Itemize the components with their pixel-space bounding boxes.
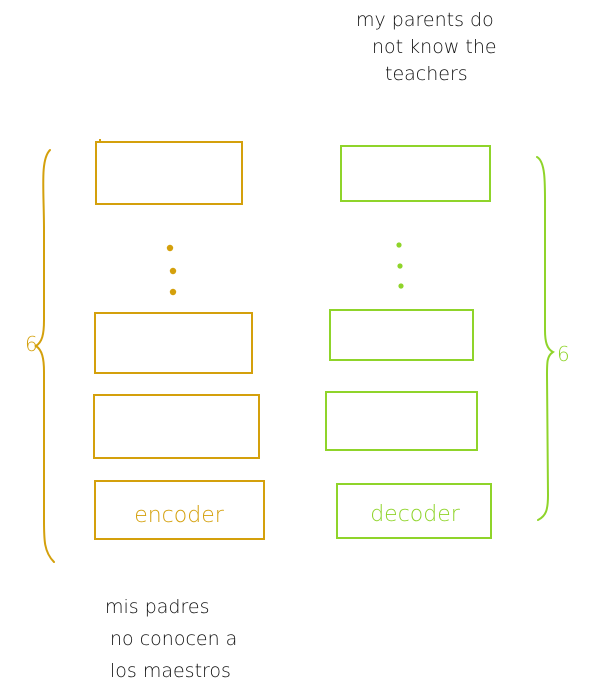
- source-sentence: mis padres no conocen a los maestros: [105, 596, 237, 682]
- decoder-layer-top: [340, 145, 491, 202]
- source-line-3: los maestros: [110, 660, 231, 682]
- target-line-3: teachers: [385, 63, 468, 85]
- decoder-layer-3: [329, 309, 474, 361]
- decoder-label: decoder: [370, 502, 461, 527]
- decoder-count: 6: [557, 342, 570, 366]
- decoder-layer-1: [336, 483, 492, 539]
- target-line-1: my parents do: [356, 9, 494, 31]
- encoder-label: encoder: [134, 503, 225, 528]
- encoder-dot: [169, 288, 177, 296]
- encoder-layer-2: [93, 394, 260, 459]
- target-sentence: my parents do not know the teachers: [356, 9, 497, 85]
- decoder-stack: [325, 145, 492, 539]
- decoder-dot: [397, 263, 403, 269]
- source-line-1: mis padres: [105, 596, 209, 618]
- encoder-brace: [34, 149, 55, 563]
- encoder-ellipsis: [166, 244, 177, 296]
- source-line-2: no conocen a: [110, 628, 237, 650]
- encoder-dot: [166, 244, 174, 252]
- decoder-layer-2: [325, 391, 478, 451]
- encoder-layer-top: [95, 141, 243, 205]
- decoder-ellipsis: [396, 242, 404, 289]
- encoder-stack: [93, 139, 265, 540]
- encoder-layer-1: [94, 480, 265, 540]
- decoder-brace: [536, 156, 555, 521]
- encoder-count: 6: [25, 332, 38, 356]
- target-line-2: not know the: [372, 36, 497, 58]
- decoder-dot: [398, 283, 404, 289]
- encoder-dot: [169, 267, 177, 275]
- encoder-layer-3: [94, 312, 253, 374]
- decoder-dot: [396, 242, 402, 248]
